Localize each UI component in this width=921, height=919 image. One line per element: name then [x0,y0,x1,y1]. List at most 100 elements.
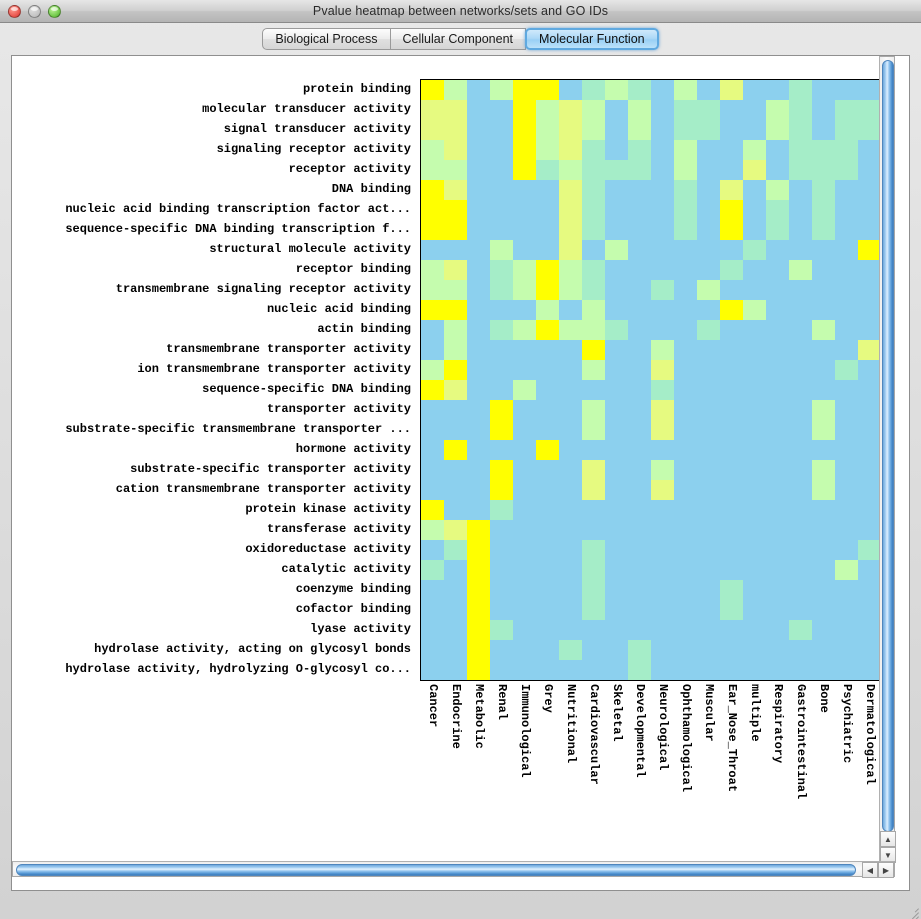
heatmap-cell[interactable] [467,160,490,180]
heatmap-cell[interactable] [720,240,743,260]
heatmap-cell[interactable] [812,320,835,340]
heatmap-cell[interactable] [812,380,835,400]
heatmap-cell[interactable] [743,80,766,100]
heatmap-cell[interactable] [605,400,628,420]
heatmap-cell[interactable] [697,420,720,440]
heatmap-cell[interactable] [559,600,582,620]
heatmap-cell[interactable] [812,420,835,440]
heatmap-cell[interactable] [858,640,880,660]
heatmap-cell[interactable] [743,400,766,420]
heatmap-cell[interactable] [513,600,536,620]
heatmap-cell[interactable] [582,120,605,140]
heatmap-cell[interactable] [858,580,880,600]
heatmap-cell[interactable] [513,460,536,480]
heatmap-cell[interactable] [789,340,812,360]
heatmap-cell[interactable] [697,340,720,360]
heatmap-cell[interactable] [812,600,835,620]
heatmap-cell[interactable] [720,480,743,500]
heatmap-cell[interactable] [766,240,789,260]
heatmap-cell[interactable] [858,220,880,240]
heatmap-cell[interactable] [490,580,513,600]
heatmap-cell[interactable] [490,640,513,660]
heatmap-cell[interactable] [789,240,812,260]
heatmap-cell[interactable] [513,80,536,100]
heatmap-cell[interactable] [536,540,559,560]
heatmap-cell[interactable] [835,180,858,200]
heatmap-cell[interactable] [835,520,858,540]
heatmap-cell[interactable] [628,380,651,400]
heatmap-cell[interactable] [467,500,490,520]
heatmap-cell[interactable] [490,260,513,280]
heatmap-cell[interactable] [766,200,789,220]
heatmap-cell[interactable] [605,540,628,560]
heatmap-cell[interactable] [720,560,743,580]
heatmap-cell[interactable] [513,540,536,560]
heatmap-cell[interactable] [812,440,835,460]
heatmap-cell[interactable] [536,460,559,480]
heatmap-cell[interactable] [513,140,536,160]
heatmap-cell[interactable] [720,360,743,380]
heatmap-cell[interactable] [720,220,743,240]
heatmap-cell[interactable] [766,120,789,140]
heatmap-cell[interactable] [858,460,880,480]
heatmap-cell[interactable] [605,160,628,180]
heatmap-cell[interactable] [490,280,513,300]
heatmap-cell[interactable] [766,540,789,560]
heatmap-cell[interactable] [444,220,467,240]
heatmap-cell[interactable] [789,100,812,120]
heatmap-cell[interactable] [605,280,628,300]
heatmap-cell[interactable] [674,260,697,280]
heatmap-cell[interactable] [490,240,513,260]
heatmap-cell[interactable] [421,480,444,500]
heatmap-cell[interactable] [559,240,582,260]
heatmap-cell[interactable] [651,160,674,180]
heatmap-cell[interactable] [812,620,835,640]
heatmap-cell[interactable] [858,260,880,280]
heatmap-cell[interactable] [444,340,467,360]
heatmap-cell[interactable] [582,340,605,360]
heatmap-cell[interactable] [858,620,880,640]
heatmap-cell[interactable] [674,240,697,260]
heatmap-cell[interactable] [467,440,490,460]
heatmap-cell[interactable] [743,260,766,280]
heatmap-cell[interactable] [559,420,582,440]
heatmap-cell[interactable] [766,160,789,180]
heatmap-cell[interactable] [697,480,720,500]
heatmap-cell[interactable] [513,660,536,680]
heatmap-cell[interactable] [536,80,559,100]
heatmap-cell[interactable] [858,420,880,440]
heatmap-cell[interactable] [789,420,812,440]
heatmap-cell[interactable] [812,400,835,420]
heatmap-cell[interactable] [628,660,651,680]
heatmap-cell[interactable] [697,240,720,260]
heatmap-cell[interactable] [743,560,766,580]
heatmap-cell[interactable] [789,320,812,340]
heatmap-cell[interactable] [536,120,559,140]
heatmap-cell[interactable] [559,440,582,460]
heatmap-cell[interactable] [605,260,628,280]
heatmap-cell[interactable] [835,320,858,340]
heatmap-cell[interactable] [421,440,444,460]
heatmap-cell[interactable] [651,220,674,240]
heatmap-cell[interactable] [559,640,582,660]
heatmap-cell[interactable] [674,80,697,100]
heatmap-cell[interactable] [605,220,628,240]
heatmap-cell[interactable] [559,160,582,180]
heatmap-cell[interactable] [605,440,628,460]
heatmap-cell[interactable] [835,220,858,240]
heatmap-cell[interactable] [858,120,880,140]
heatmap-cell[interactable] [674,360,697,380]
heatmap-cell[interactable] [835,120,858,140]
heatmap-cell[interactable] [743,500,766,520]
heatmap-cell[interactable] [743,420,766,440]
heatmap-cell[interactable] [835,300,858,320]
heatmap-cell[interactable] [812,280,835,300]
heatmap-cell[interactable] [720,380,743,400]
heatmap-cell[interactable] [582,140,605,160]
heatmap-cell[interactable] [812,460,835,480]
heatmap-cell[interactable] [812,160,835,180]
heatmap-cell[interactable] [490,400,513,420]
heatmap-cell[interactable] [743,380,766,400]
heatmap-cell[interactable] [812,640,835,660]
heatmap-cell[interactable] [536,660,559,680]
